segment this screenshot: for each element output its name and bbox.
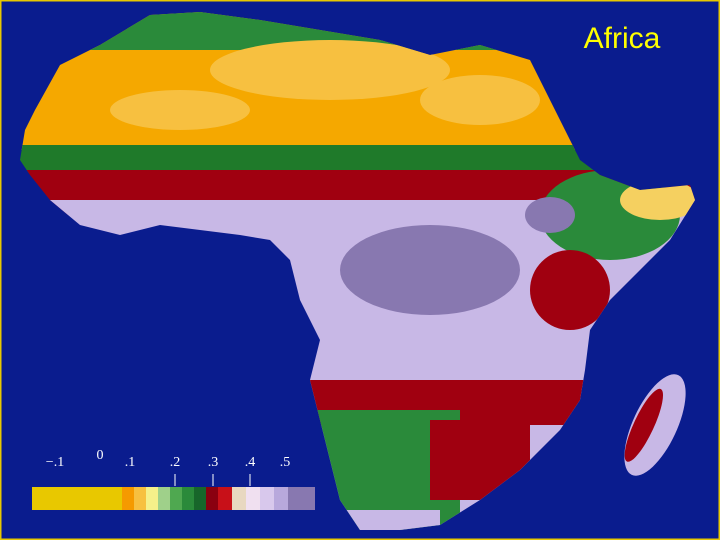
- madagascar: [624, 374, 686, 476]
- legend-swatch: [246, 487, 260, 510]
- legend-label: .2: [170, 455, 181, 470]
- legend-label: −.1: [46, 455, 64, 470]
- legend-swatch: [288, 487, 315, 510]
- legend-swatch: [146, 487, 158, 510]
- legend-swatch: [122, 487, 134, 510]
- legend-swatch: [134, 487, 146, 510]
- legend-swatch: [260, 487, 274, 510]
- legend-label: 0: [97, 448, 104, 463]
- legend-label: .1: [125, 455, 136, 470]
- legend-swatch: [32, 487, 122, 510]
- map-title: Africa: [584, 22, 661, 55]
- legend-swatch: [158, 487, 170, 510]
- legend-label: .5: [280, 455, 291, 470]
- legend-swatch: [232, 487, 246, 510]
- legend: −.1 0 .1 .2 .3 .4 .5: [32, 448, 315, 510]
- legend-swatch: [194, 487, 206, 510]
- legend-swatch: [182, 487, 194, 510]
- legend-label: .3: [208, 455, 219, 470]
- legend-label: .4: [245, 455, 256, 470]
- legend-swatch: [218, 487, 232, 510]
- legend-swatch: [170, 487, 182, 510]
- legend-swatch: [206, 487, 218, 510]
- legend-swatch: [274, 487, 288, 510]
